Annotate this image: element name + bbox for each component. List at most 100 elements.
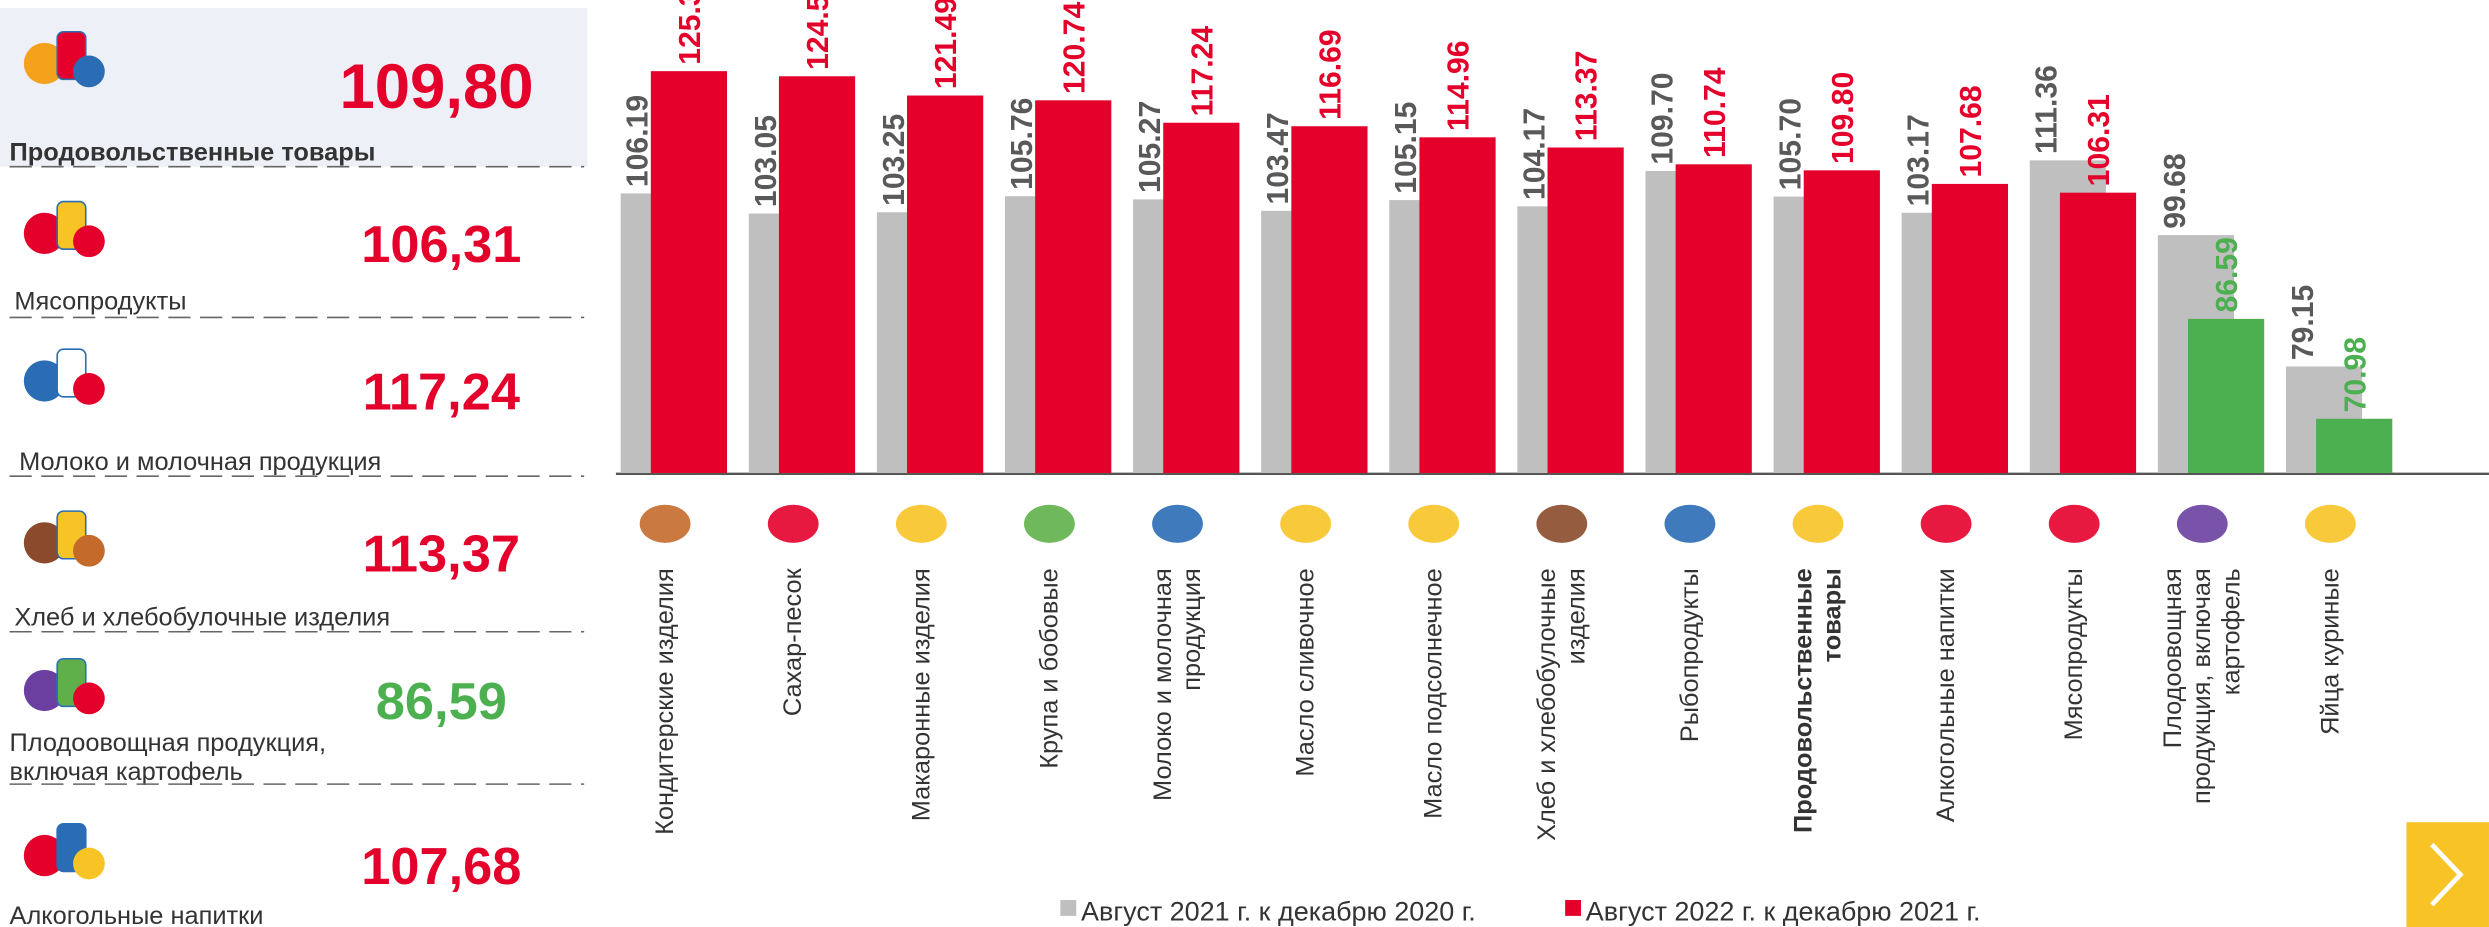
value-label: 86.59 [2211, 237, 2244, 312]
panel-label: Продовольственные товары [10, 138, 376, 166]
value-label: 70.98 [2339, 337, 2372, 412]
icon [23, 834, 66, 877]
bar [1675, 164, 1752, 474]
category-icon [895, 504, 947, 543]
category-icon [2048, 504, 2100, 543]
value-label: 103.05 [750, 115, 783, 207]
value-label: 99.68 [2159, 153, 2192, 228]
icon [73, 682, 105, 715]
value-label: 109.80 [1827, 72, 1860, 164]
icon [73, 225, 105, 258]
value-label: 106.19 [622, 95, 655, 187]
bar [1931, 183, 2009, 474]
legend-swatch [1565, 900, 1582, 916]
icon [73, 55, 105, 88]
panel-value: 86,59 [376, 673, 507, 731]
highlight [0, 7, 588, 167]
panel-value: 107,68 [361, 838, 521, 896]
bar [1035, 100, 1112, 474]
bar [907, 95, 984, 474]
category-label: Хлеб и хлебобулочныеизделия [1533, 568, 1590, 841]
icon [73, 534, 105, 567]
value-label: 105.15 [1390, 102, 1423, 194]
panel-label: Плодоовощная продукция, включая картофель [10, 729, 327, 786]
next-button[interactable] [2406, 822, 2489, 927]
chevron[interactable] [2430, 842, 2464, 907]
panel-label: Хлеб и хлебобулочные изделия [14, 603, 390, 631]
bar [1163, 122, 1240, 474]
panel-value: 113,37 [363, 525, 520, 583]
value-label: 105.76 [1006, 98, 1039, 190]
category-icon [1024, 504, 1075, 543]
icon [23, 42, 66, 85]
legend-label: Август 2022 г. к декабрю 2021 г. [1586, 897, 1981, 927]
panel-value: 106,31 [361, 216, 521, 274]
icon [23, 522, 66, 564]
value-label: 105.70 [1775, 98, 1808, 190]
value-label: 120.74 [1058, 2, 1091, 94]
bar [2188, 318, 2265, 474]
panel-label: Мясопродукты [14, 288, 186, 316]
value-label: 114.96 [1443, 40, 1476, 131]
value-label: 125.30 [674, 0, 707, 65]
category-label: Крупа и бобовые [1035, 568, 1063, 769]
bar [1419, 137, 1496, 474]
bar [778, 76, 856, 474]
value-label: 113.37 [1571, 51, 1604, 142]
category-label: Молоко и молочнаяпродукция [1149, 568, 1206, 801]
value-label: 103.25 [878, 114, 911, 206]
bar [2316, 418, 2393, 474]
icon [23, 360, 66, 402]
category-icon [2176, 504, 2228, 543]
category-label: Мясопродукты [2060, 568, 2088, 740]
category-icon [1792, 504, 1844, 543]
category-label: Рыбопродукты [1676, 568, 1704, 742]
panel-value: 117,24 [363, 364, 520, 422]
legend-swatch [1060, 900, 1077, 916]
panel-label: Алкогольные напитки [10, 902, 264, 927]
bar [1291, 126, 1368, 474]
category-icon [1280, 504, 1332, 543]
category-icon [1920, 504, 1972, 543]
category-icon [1536, 504, 1588, 543]
panel-label: Молоко и молочная продукция [19, 448, 381, 476]
category-label: Кондитерские изделия [651, 568, 679, 835]
category-label: Макаронные изделия [907, 568, 935, 821]
legend-label: Август 2021 г. к декабрю 2020 г. [1081, 897, 1476, 927]
value-label: 117.24 [1186, 26, 1219, 117]
category-label: Алкогольные напитки [1932, 568, 1960, 822]
bar [1547, 147, 1624, 474]
value-label: 106.31 [2083, 94, 2116, 186]
button-bg[interactable] [2406, 822, 2489, 927]
value-label: 109.70 [1646, 72, 1679, 164]
icon [73, 847, 105, 880]
panel-value: 109,80 [339, 52, 533, 122]
icon [23, 212, 66, 254]
bar [650, 71, 728, 474]
category-icon [767, 504, 819, 543]
value-label: 110.74 [1699, 67, 1732, 158]
category-icon [1152, 504, 1203, 543]
category-label: Яйца куриные [2316, 568, 2344, 735]
category-label: Плодоовощнаяпродукция, включаякартофель [2159, 568, 2245, 804]
category-label: Сахар-песок [779, 567, 807, 716]
value-label: 79.15 [2287, 285, 2320, 360]
value-label: 105.27 [1134, 101, 1167, 193]
value-label: 124.50 [802, 0, 835, 70]
category-label: Масло сливочное [1292, 568, 1320, 776]
category-icon [639, 504, 691, 543]
category-label: Продовольственныетовары [1789, 568, 1846, 833]
icon [73, 373, 105, 405]
category-icon [2304, 504, 2356, 543]
value-label: 104.17 [1518, 108, 1551, 200]
bar [2059, 192, 2137, 474]
icon [23, 669, 66, 712]
bar [1803, 170, 1880, 474]
value-label: 103.17 [1903, 114, 1936, 206]
value-label: 111.36 [2031, 65, 2064, 154]
value-label: 121.49 [930, 0, 963, 89]
value-label: 116.69 [1315, 29, 1348, 120]
category-icon [1664, 504, 1716, 543]
